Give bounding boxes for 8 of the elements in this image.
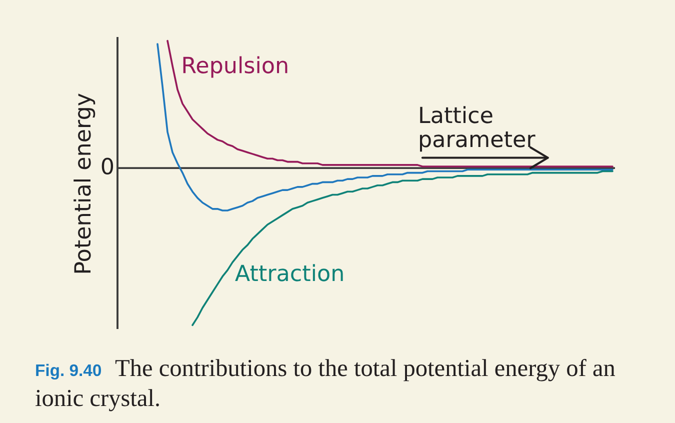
x-axis-title: Lattice parameter xyxy=(420,106,536,152)
series-label: Repulsion xyxy=(183,56,288,78)
y-axis-title: Potential energy xyxy=(74,94,96,273)
caption: Fig. 9.40 xyxy=(36,364,102,380)
text: ionic crystal. xyxy=(36,389,159,412)
ref-line-label: 0 xyxy=(102,158,114,175)
text: The contributions to the total potential energy of an xyxy=(115,358,616,382)
series-label: Attraction xyxy=(235,264,343,282)
